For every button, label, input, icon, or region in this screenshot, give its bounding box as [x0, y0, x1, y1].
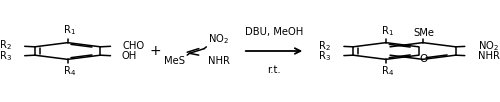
Text: NO$_2$: NO$_2$: [478, 39, 499, 53]
Text: MeS: MeS: [164, 56, 185, 66]
Text: OH: OH: [121, 51, 136, 61]
Text: SMe: SMe: [414, 28, 434, 38]
Text: r.t.: r.t.: [267, 65, 281, 75]
Text: NO$_2$: NO$_2$: [208, 32, 229, 46]
Text: R$_4$: R$_4$: [64, 64, 76, 78]
Text: R$_1$: R$_1$: [381, 24, 394, 38]
Text: R$_1$: R$_1$: [64, 24, 76, 37]
Text: R$_4$: R$_4$: [380, 64, 394, 78]
Text: O: O: [420, 54, 428, 64]
Text: R$_2$: R$_2$: [0, 39, 12, 53]
Text: NHR: NHR: [208, 56, 230, 66]
Text: R$_3$: R$_3$: [0, 49, 12, 63]
Text: +: +: [150, 44, 161, 58]
Text: DBU, MeOH: DBU, MeOH: [245, 27, 303, 37]
Text: CHO: CHO: [122, 41, 144, 51]
Text: NHR: NHR: [478, 51, 500, 61]
Text: R$_2$: R$_2$: [318, 39, 331, 53]
Text: R$_3$: R$_3$: [318, 49, 331, 63]
